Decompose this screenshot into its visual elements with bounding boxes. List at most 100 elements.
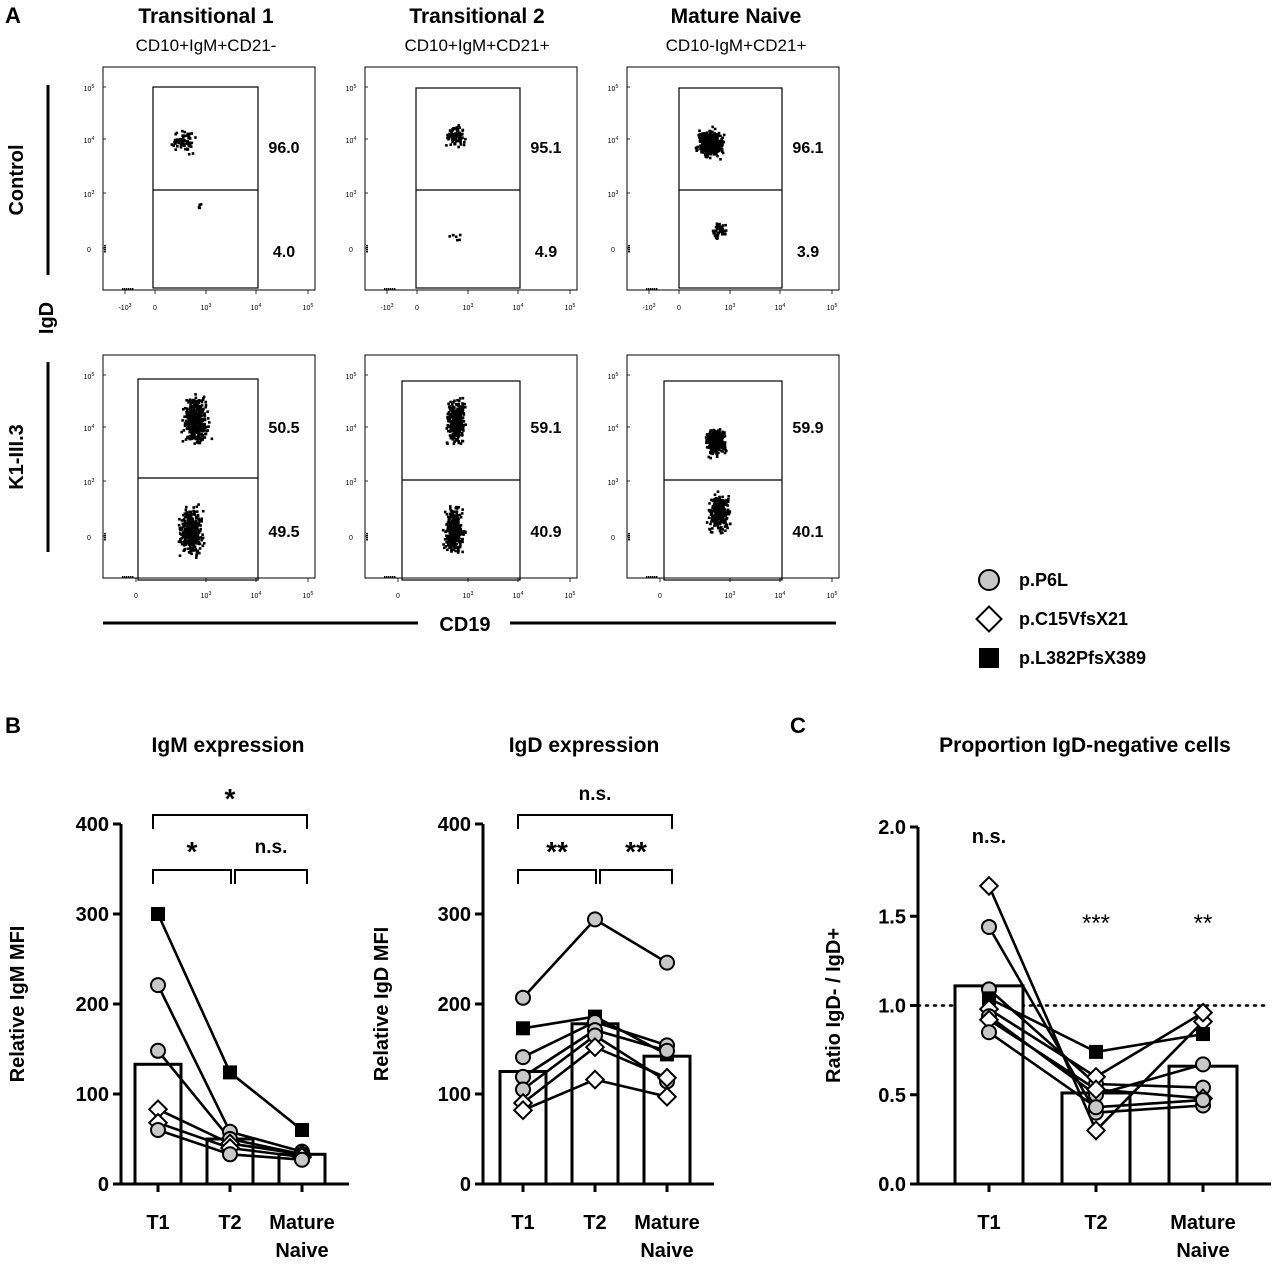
event-dot — [713, 524, 716, 527]
event-dot — [457, 421, 461, 424]
event-dot — [199, 427, 203, 431]
event-dot — [720, 505, 723, 508]
chart-title: Proportion IgD-negative cells — [939, 734, 1231, 757]
event-dot — [451, 233, 455, 237]
edge-event — [386, 288, 388, 290]
event-dot — [705, 433, 709, 436]
event-dot — [185, 505, 188, 509]
event-dot — [713, 152, 716, 155]
event-dot — [192, 535, 195, 539]
event-dot — [204, 400, 207, 404]
event-dot — [180, 430, 183, 434]
event-dot — [464, 137, 467, 141]
event-dot — [456, 416, 459, 420]
x-tick-label: Mature — [269, 1212, 335, 1234]
event-dot — [459, 143, 463, 146]
event-dot — [721, 514, 724, 517]
event-dot — [192, 420, 196, 424]
event-dot — [717, 131, 721, 135]
event-dot — [192, 524, 195, 528]
event-dot — [704, 136, 708, 140]
event-dot — [449, 533, 453, 537]
flow-plot: 105 104 103 0 0 103 104 105 59.9 40.1 — [608, 354, 840, 600]
event-dot — [704, 138, 708, 142]
event-dot — [194, 408, 197, 412]
event-dot — [718, 145, 721, 148]
edge-event — [384, 576, 386, 578]
event-dot — [184, 438, 188, 441]
event-dot — [457, 506, 460, 509]
event-dot — [189, 541, 192, 545]
event-dot — [717, 227, 721, 230]
event-dot — [708, 133, 712, 137]
event-dot — [174, 148, 177, 151]
flow-plot: 105 104 103 0 -103 0 103 104 105 96.0 4.0 — [84, 66, 316, 312]
event-dot — [208, 421, 211, 424]
event-dot — [198, 551, 201, 555]
significance-bracket: * — [152, 783, 308, 829]
bracket-line — [517, 869, 597, 884]
event-dot — [461, 537, 464, 541]
event-dot — [189, 510, 193, 514]
event-dot — [187, 422, 191, 425]
event-dot — [718, 496, 722, 500]
event-dot — [717, 512, 721, 515]
gate-upper-percentage: 59.9 — [792, 420, 823, 437]
event-dot — [195, 510, 199, 513]
panel-label-c: C — [790, 713, 806, 738]
event-dot — [195, 411, 198, 414]
event-dot — [447, 543, 450, 547]
event-dot — [702, 135, 705, 139]
edge-event — [366, 247, 368, 249]
event-dot — [450, 429, 454, 432]
event-dot — [194, 421, 197, 424]
edge-event — [656, 576, 658, 578]
edge-event — [130, 288, 132, 290]
event-dot — [708, 156, 712, 160]
event-dot — [451, 513, 455, 517]
column-subtitle: CD10+IgM+CD21- — [136, 36, 277, 55]
event-dot — [450, 549, 453, 552]
x-tick-label: 0 — [153, 305, 157, 312]
event-dot — [448, 434, 452, 437]
event-dot — [453, 545, 456, 549]
event-dot — [457, 531, 461, 535]
event-dot — [720, 233, 724, 236]
gate-box — [137, 378, 259, 581]
y-tick-label: 0 — [349, 247, 353, 254]
event-dot — [180, 138, 184, 141]
event-dot — [197, 438, 200, 441]
event-dot — [707, 433, 711, 437]
event-dot — [185, 411, 188, 414]
event-dot — [710, 136, 714, 139]
event-dot — [184, 147, 187, 151]
event-dot — [183, 548, 186, 552]
event-dot — [177, 141, 180, 145]
event-dot — [180, 519, 184, 522]
event-dot — [458, 405, 461, 408]
event-dot — [203, 436, 207, 439]
event-dot — [709, 530, 713, 534]
event-dot — [195, 521, 198, 525]
flow-plot: 105 104 103 0 -103 0 103 104 105 95.1 4.9 — [346, 66, 578, 312]
event-dot — [456, 423, 459, 427]
event-dot — [723, 501, 726, 504]
x-tick-label: 104 — [513, 591, 524, 600]
event-dot — [455, 528, 458, 532]
event-dot — [452, 412, 455, 416]
event-dot — [456, 133, 459, 136]
event-dot — [721, 431, 724, 435]
data-point-diamond — [656, 1086, 678, 1107]
event-dot — [187, 523, 191, 527]
significance-bracket: ** — [599, 836, 673, 884]
x-tick-label: -103 — [118, 303, 131, 312]
event-dot — [448, 415, 452, 419]
event-dot — [193, 430, 196, 433]
event-dot — [448, 412, 452, 416]
event-dot — [176, 145, 179, 148]
event-dot — [452, 434, 456, 438]
event-dot — [184, 419, 188, 423]
event-dot — [185, 541, 188, 545]
event-dot — [721, 136, 724, 140]
event-dot — [456, 537, 460, 541]
